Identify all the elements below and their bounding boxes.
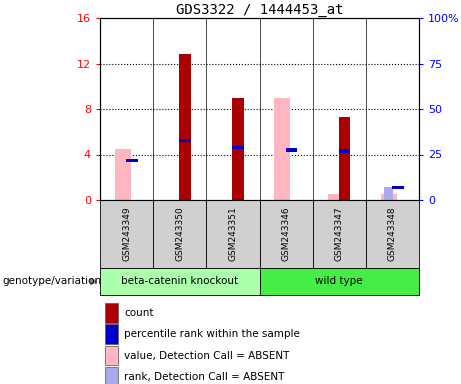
Bar	[274, 98, 290, 200]
Bar	[105, 346, 118, 365]
Bar	[381, 194, 396, 200]
FancyBboxPatch shape	[207, 200, 260, 268]
Text: GSM243347: GSM243347	[335, 207, 344, 262]
Text: beta-catenin knockout: beta-catenin knockout	[121, 276, 238, 286]
FancyBboxPatch shape	[260, 268, 419, 295]
Bar	[285, 148, 297, 152]
Bar	[392, 186, 403, 189]
Bar	[339, 149, 350, 153]
Text: GSM243346: GSM243346	[282, 207, 290, 262]
Bar	[105, 324, 118, 344]
Text: count: count	[124, 308, 154, 318]
Text: percentile rank within the sample: percentile rank within the sample	[124, 329, 300, 339]
Bar	[232, 98, 244, 200]
Bar	[105, 367, 118, 384]
FancyBboxPatch shape	[313, 200, 366, 268]
Text: GSM243351: GSM243351	[228, 207, 237, 262]
Title: GDS3322 / 1444453_at: GDS3322 / 1444453_at	[176, 3, 343, 17]
Bar	[232, 146, 244, 149]
Bar	[339, 117, 350, 200]
Bar	[115, 149, 131, 200]
Text: genotype/variation: genotype/variation	[2, 276, 101, 286]
Text: wild type: wild type	[315, 276, 363, 286]
FancyBboxPatch shape	[100, 200, 153, 268]
Bar	[384, 187, 393, 200]
Text: GSM243350: GSM243350	[175, 207, 184, 262]
FancyBboxPatch shape	[153, 200, 207, 268]
Text: value, Detection Call = ABSENT: value, Detection Call = ABSENT	[124, 351, 290, 361]
Bar	[105, 303, 118, 323]
FancyBboxPatch shape	[260, 200, 313, 268]
Text: GSM243349: GSM243349	[122, 207, 131, 262]
FancyBboxPatch shape	[366, 200, 419, 268]
Bar	[126, 159, 138, 162]
Bar	[328, 194, 343, 200]
FancyBboxPatch shape	[100, 268, 260, 295]
Text: rank, Detection Call = ABSENT: rank, Detection Call = ABSENT	[124, 372, 285, 382]
Text: GSM243348: GSM243348	[388, 207, 397, 262]
Bar	[179, 139, 191, 142]
Bar	[179, 55, 191, 200]
